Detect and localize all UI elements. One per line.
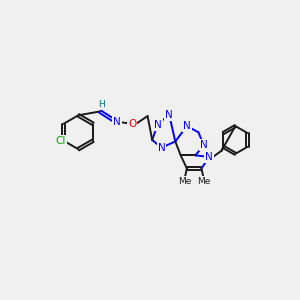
Text: N: N [154, 119, 161, 130]
Text: N: N [200, 140, 208, 150]
Text: N: N [113, 117, 121, 127]
Text: N: N [158, 143, 165, 153]
Text: N: N [205, 152, 213, 162]
Text: N: N [183, 121, 191, 131]
Text: H: H [98, 100, 105, 109]
Text: Me: Me [197, 177, 211, 186]
Text: N: N [165, 110, 173, 119]
Text: O: O [128, 119, 136, 129]
Text: Cl: Cl [56, 136, 66, 146]
Text: Me: Me [178, 177, 191, 186]
